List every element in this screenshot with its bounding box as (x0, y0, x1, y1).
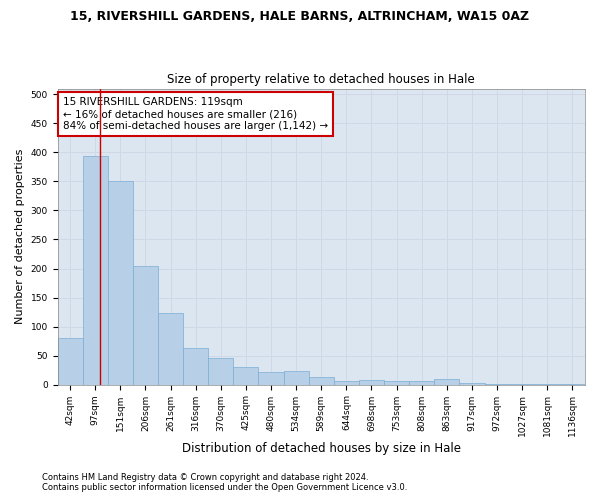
Text: Contains HM Land Registry data © Crown copyright and database right 2024.: Contains HM Land Registry data © Crown c… (42, 474, 368, 482)
Bar (409, 381, 434, 384)
Bar (58, 338, 83, 384)
Bar (309, 377, 334, 384)
X-axis label: Distribution of detached houses by size in Hale: Distribution of detached houses by size … (182, 442, 461, 455)
Bar (259, 372, 284, 384)
Bar (284, 370, 309, 384)
Title: Size of property relative to detached houses in Hale: Size of property relative to detached ho… (167, 73, 475, 86)
Text: 15, RIVERSHILL GARDENS, HALE BARNS, ALTRINCHAM, WA15 0AZ: 15, RIVERSHILL GARDENS, HALE BARNS, ALTR… (70, 10, 530, 23)
Bar (208, 358, 233, 384)
Text: 15 RIVERSHILL GARDENS: 119sqm
← 16% of detached houses are smaller (216)
84% of : 15 RIVERSHILL GARDENS: 119sqm ← 16% of d… (63, 98, 328, 130)
Bar (158, 313, 183, 384)
Text: Contains public sector information licensed under the Open Government Licence v3: Contains public sector information licen… (42, 484, 407, 492)
Bar (384, 381, 409, 384)
Bar (359, 380, 384, 384)
Bar (108, 182, 133, 384)
Bar (233, 367, 259, 384)
Bar (83, 156, 108, 384)
Bar (434, 379, 460, 384)
Bar (133, 266, 158, 384)
Bar (334, 381, 359, 384)
Bar (183, 348, 208, 385)
Y-axis label: Number of detached properties: Number of detached properties (15, 149, 25, 324)
